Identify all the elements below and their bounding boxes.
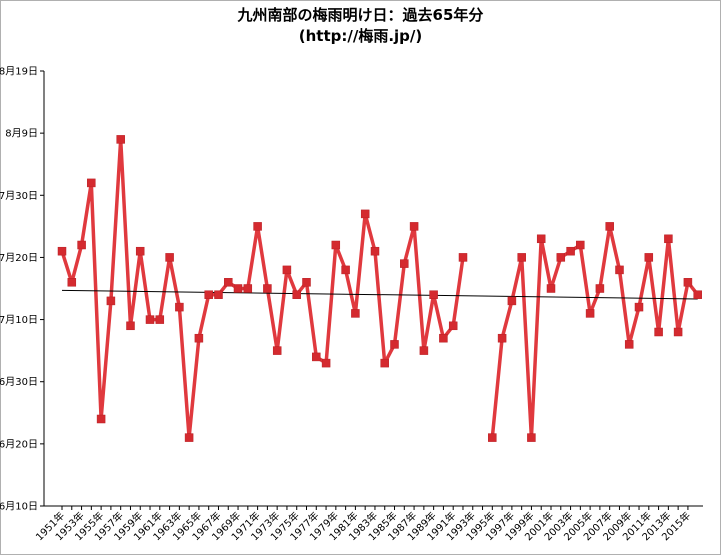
data-point xyxy=(497,333,507,343)
data-point xyxy=(360,209,370,219)
data-point xyxy=(194,333,204,343)
data-point xyxy=(292,290,301,299)
data-point xyxy=(331,240,341,250)
data-point xyxy=(605,222,614,231)
data-point xyxy=(448,321,458,331)
data-point xyxy=(253,222,262,231)
data-point xyxy=(87,178,96,188)
y-tick-label: 6月20日 xyxy=(0,438,38,450)
y-tick-label: 6月10日 xyxy=(0,501,38,513)
data-point xyxy=(370,246,380,256)
data-point xyxy=(634,302,644,312)
data-point xyxy=(175,302,184,312)
trendline xyxy=(61,289,698,300)
data-point xyxy=(400,259,409,268)
data-point xyxy=(126,321,135,331)
data-point xyxy=(233,284,243,293)
data-point xyxy=(282,265,292,275)
y-tick-label: 8月9日 xyxy=(5,128,38,140)
data-point xyxy=(527,433,536,442)
data-point xyxy=(321,358,331,368)
chart-subtitle: (http://梅雨.jp/) xyxy=(298,27,423,45)
data-point xyxy=(243,284,253,293)
series-line xyxy=(490,224,700,440)
data-point xyxy=(390,340,399,349)
data-point xyxy=(224,278,233,287)
data-point xyxy=(116,135,125,144)
y-tick-label: 7月20日 xyxy=(0,252,38,264)
data-point xyxy=(556,253,566,262)
y-tick-label: 6月30日 xyxy=(0,376,38,388)
data-point xyxy=(517,253,526,262)
chart-title: 九州南部の梅雨明け日：過去65年分 xyxy=(237,6,484,24)
data-point xyxy=(77,240,86,250)
data-point xyxy=(488,433,497,442)
data-point xyxy=(654,327,663,337)
data-point xyxy=(546,284,556,293)
data-point xyxy=(624,340,634,349)
data-point xyxy=(263,284,272,293)
data-point xyxy=(135,246,145,256)
data-point xyxy=(683,278,693,287)
data-point xyxy=(67,278,77,287)
data-point xyxy=(165,253,174,262)
trendline-line xyxy=(61,289,698,300)
markers xyxy=(57,135,702,442)
data-point xyxy=(302,278,311,287)
data-point xyxy=(693,290,702,299)
data-point xyxy=(312,352,321,362)
data-point xyxy=(644,253,654,262)
data-point xyxy=(106,296,116,306)
data-point xyxy=(576,240,585,250)
y-tick-label: 8月19日 xyxy=(0,66,38,78)
data-point xyxy=(57,246,67,256)
x-axis: 1951年1953年1955年1957年1959年1961年1963年1965年… xyxy=(33,505,703,543)
data-point xyxy=(351,309,360,318)
series xyxy=(60,137,700,440)
y-tick-label: 7月10日 xyxy=(0,314,38,326)
y-axis: 8月19日 8月9日 7月30日 7月20日 7月10日 6月30日 6月20日 6月10日 xyxy=(0,66,45,513)
data-point xyxy=(664,234,673,244)
data-point xyxy=(380,358,389,368)
data-point xyxy=(145,315,155,324)
data-point xyxy=(585,309,595,318)
data-point xyxy=(272,346,282,355)
series-line xyxy=(60,137,465,440)
data-point xyxy=(566,246,575,256)
data-point xyxy=(214,290,223,299)
data-point xyxy=(96,414,106,424)
data-point xyxy=(673,327,683,337)
data-point xyxy=(184,433,194,442)
data-point xyxy=(341,265,350,275)
data-point xyxy=(155,315,165,324)
data-point xyxy=(536,234,546,244)
data-point xyxy=(409,222,419,231)
data-point xyxy=(595,284,605,293)
data-point xyxy=(429,290,438,299)
data-point xyxy=(615,265,624,275)
data-point xyxy=(439,333,448,343)
data-point xyxy=(204,290,213,299)
data-point xyxy=(419,346,429,355)
data-point xyxy=(458,253,468,262)
data-point xyxy=(507,296,517,306)
y-tick-label: 7月30日 xyxy=(0,190,38,202)
